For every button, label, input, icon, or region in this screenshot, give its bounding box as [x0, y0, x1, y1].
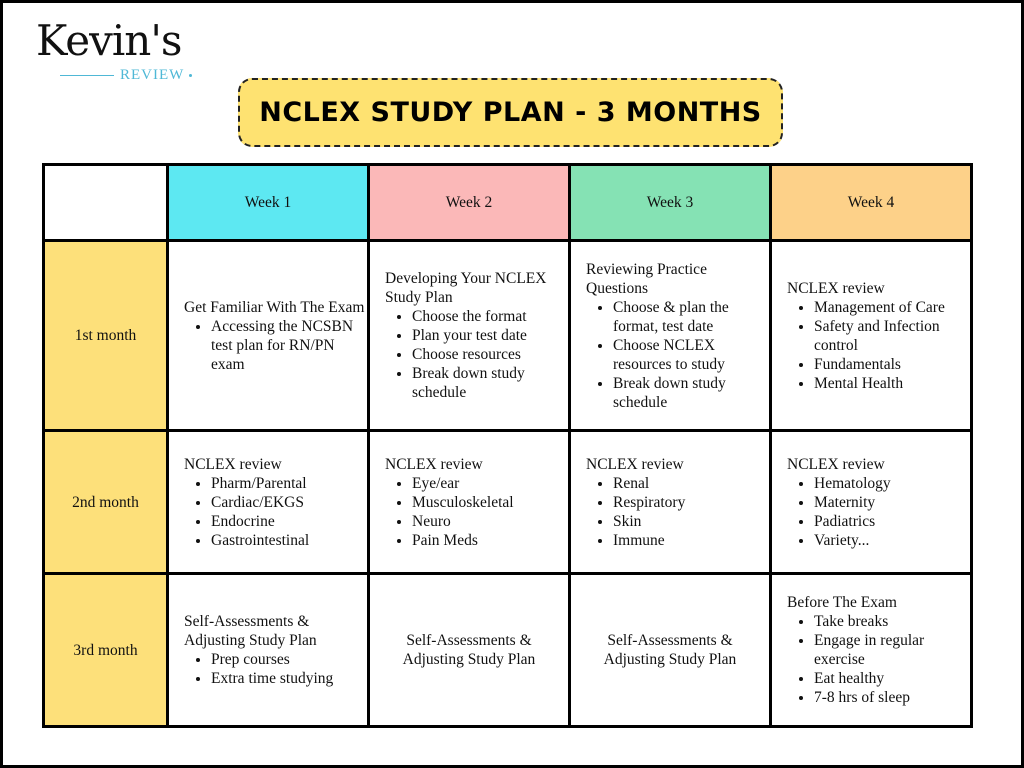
cell-list: Prep coursesExtra time studying — [184, 650, 367, 688]
cell-heading: Reviewing Practice Questions — [586, 260, 707, 297]
cell-heading: Get Familiar With The Exam — [184, 298, 365, 316]
week-header-4: Week 4 — [769, 163, 973, 242]
cell-list: Pharm/ParentalCardiac/EKGSEndocrineGastr… — [184, 474, 367, 550]
list-item: Prep courses — [211, 650, 367, 669]
week-header-2: Week 2 — [367, 163, 571, 242]
list-item: Musculoskeletal — [412, 493, 568, 512]
week-header-3: Week 3 — [568, 163, 772, 242]
cell-heading: NCLEX review — [586, 455, 684, 473]
list-item: Pain Meds — [412, 531, 568, 550]
plan-cell: Before The ExamTake breaksEngage in regu… — [769, 572, 973, 728]
list-item: Eye/ear — [412, 474, 568, 493]
plan-cell: Reviewing Practice QuestionsChoose & pla… — [568, 239, 772, 432]
cell-heading: Before The Exam — [787, 594, 897, 611]
plan-cell: Self-Assessments & Adjusting Study PlanP… — [166, 572, 370, 728]
list-item: Skin — [613, 512, 769, 531]
list-item: Mental Health — [814, 374, 970, 393]
study-plan-table: Week 1 Week 2 Week 3 Week 4 1st month Get Fa… — [42, 163, 973, 728]
cell-list: Eye/earMusculoskeletalNeuroPain Meds — [385, 474, 568, 550]
list-item: Break down study schedule — [412, 364, 568, 402]
list-item: Neuro — [412, 512, 568, 531]
plan-cell: NCLEX reviewRenalRespiratorySkinImmune — [568, 429, 772, 575]
plan-cell: Self-Assessments & Adjusting Study Plan — [367, 572, 571, 728]
logo-dot — [189, 73, 193, 77]
plan-cell: NCLEX reviewManagement of CareSafety and… — [769, 239, 973, 432]
list-item: Variety... — [814, 531, 970, 550]
list-item: Pharm/Parental — [211, 474, 367, 493]
cell-list: Choose & plan the format, test dateChoos… — [586, 298, 769, 412]
list-item: Choose & plan the format, test date — [613, 298, 769, 336]
cell-list: RenalRespiratorySkinImmune — [586, 474, 769, 550]
header-row: Week 1 Week 2 Week 3 Week 4 — [42, 163, 973, 242]
cell-list: Take breaksEngage in regular exerciseEat… — [787, 612, 970, 707]
list-item: Safety and Infection control — [814, 317, 970, 355]
list-item: Eat healthy — [814, 669, 970, 688]
cell-heading: Developing Your NCLEX Study Plan — [385, 270, 547, 306]
list-item: Engage in regular exercise — [814, 631, 970, 669]
list-item: Hematology — [814, 474, 970, 493]
cell-heading: Self-Assessments & Adjusting Study Plan — [603, 632, 737, 668]
list-item: Management of Care — [814, 298, 970, 317]
logo-line — [60, 74, 114, 76]
cell-heading: NCLEX review — [385, 455, 483, 473]
list-item: Gastrointestinal — [211, 531, 367, 550]
list-item: Take breaks — [814, 612, 970, 631]
cell-heading: Self-Assessments & Adjusting Study Plan — [402, 632, 536, 668]
list-item: Padiatrics — [814, 512, 970, 531]
list-item: Accessing the NCSBN test plan for RN/PN … — [211, 317, 367, 374]
list-item: Plan your test date — [412, 326, 568, 345]
plan-cell: NCLEX reviewPharm/ParentalCardiac/EKGSEn… — [166, 429, 370, 575]
logo-sub-text: REVIEW — [120, 67, 185, 83]
plan-cell: Self-Assessments & Adjusting Study Plan — [568, 572, 772, 728]
list-item: Cardiac/EKGS — [211, 493, 367, 512]
page-title: NCLEX STUDY PLAN - 3 MONTHS — [259, 97, 762, 128]
logo-sub-row: REVIEW — [36, 66, 216, 84]
cell-list: Accessing the NCSBN test plan for RN/PN … — [184, 317, 367, 374]
list-item: Fundamentals — [814, 355, 970, 374]
list-item: Immune — [613, 531, 769, 550]
logo: Kevin's REVIEW — [36, 18, 216, 84]
month-label: 3rd month — [42, 572, 169, 728]
week-header-1: Week 1 — [166, 163, 370, 242]
list-item: Choose the format — [412, 307, 568, 326]
month-label: 1st month — [42, 239, 169, 432]
logo-main-text: Kevin's — [36, 16, 182, 65]
list-item: Choose resources — [412, 345, 568, 364]
plan-cell: NCLEX reviewEye/earMusculoskeletalNeuroP… — [367, 429, 571, 575]
list-item: Break down study schedule — [613, 374, 769, 412]
cell-list: Management of CareSafety and Infection c… — [787, 298, 970, 393]
plan-cell: NCLEX reviewHematologyMaternityPadiatric… — [769, 429, 973, 575]
list-item: Maternity — [814, 493, 970, 512]
title-banner: NCLEX STUDY PLAN - 3 MONTHS — [238, 78, 783, 147]
cell-heading: NCLEX review — [184, 455, 282, 473]
cell-heading: NCLEX review — [787, 455, 885, 473]
plan-cell: Get Familiar With The ExamAccessing the … — [166, 239, 370, 432]
cell-heading: Self-Assessments & Adjusting Study Plan — [184, 613, 317, 649]
plan-cell: Developing Your NCLEX Study PlanChoose t… — [367, 239, 571, 432]
cell-list: HematologyMaternityPadiatricsVariety... — [787, 474, 970, 550]
list-item: Renal — [613, 474, 769, 493]
list-item: Choose NCLEX resources to study — [613, 336, 769, 374]
list-item: Respiratory — [613, 493, 769, 512]
list-item: Endocrine — [211, 512, 367, 531]
list-item: Extra time studying — [211, 669, 367, 688]
cell-heading: NCLEX review — [787, 279, 885, 297]
month-row: 3rd month Self-Assessments & Adjusting St… — [42, 572, 973, 728]
cell-list: Choose the formatPlan your test dateChoo… — [385, 307, 568, 402]
corner-cell — [42, 163, 169, 242]
month-label: 2nd month — [42, 429, 169, 575]
list-item: 7-8 hrs of sleep — [814, 688, 970, 707]
